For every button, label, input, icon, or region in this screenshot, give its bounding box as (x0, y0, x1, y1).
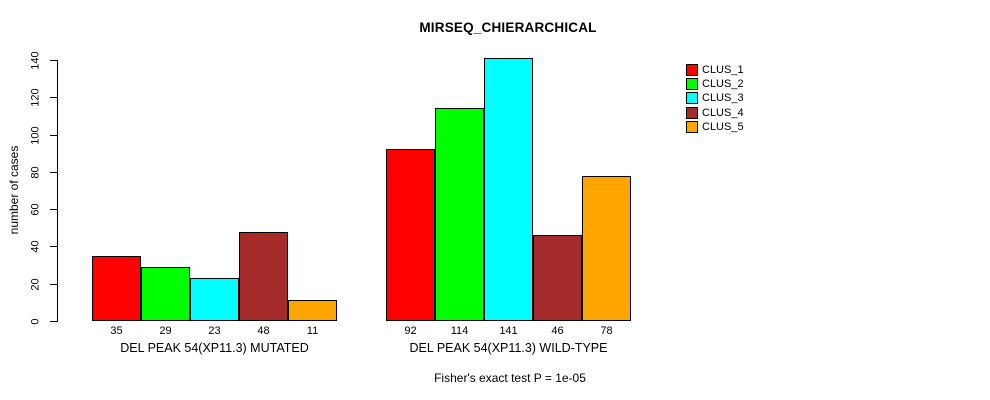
bar-value-label: 92 (404, 325, 417, 337)
legend-swatch-clus_2 (686, 78, 698, 91)
y-tick-label: 40 (29, 240, 42, 254)
legend-label: CLUS_2 (702, 78, 744, 91)
y-tick (50, 97, 57, 99)
group-label: DEL PEAK 54(XP11.3) MUTATED (120, 341, 309, 355)
legend-swatch-clus_5 (686, 120, 698, 133)
bar-clus_5-group1 (288, 300, 337, 321)
y-tick (50, 60, 57, 61)
bar-value-label: 46 (551, 325, 564, 337)
y-tick-label: 0 (29, 318, 42, 325)
y-tick-label: 80 (29, 166, 42, 179)
bar-clus_2-group1 (141, 266, 190, 321)
y-tick-label: 140 (29, 51, 42, 70)
bar-clus_2-group2 (435, 108, 484, 321)
group-label: DEL PEAK 54(XP11.3) WILD-TYPE (409, 341, 608, 355)
y-tick-label: 120 (29, 88, 42, 107)
bar-clus_1-group1 (92, 255, 141, 321)
y-tick (50, 321, 57, 322)
bar-value-label: 11 (306, 325, 319, 337)
y-tick (50, 209, 57, 211)
bar-clus_4-group1 (239, 231, 288, 321)
bar-value-label: 29 (159, 325, 172, 337)
bar-value-label: 114 (450, 325, 469, 337)
y-tick-label: 20 (29, 278, 42, 291)
legend-label: CLUS_3 (702, 92, 744, 105)
y-tick-label: 100 (29, 125, 42, 145)
bar-clus_5-group2 (582, 175, 631, 321)
legend-label: CLUS_5 (702, 120, 744, 133)
legend-swatch-clus_3 (686, 92, 698, 105)
bar-value-label: 78 (600, 325, 613, 337)
legend-label: CLUS_4 (702, 106, 744, 119)
bar-clus_3-group1 (190, 278, 239, 321)
y-axis-line (57, 60, 58, 322)
bar-clus_3-group2 (484, 58, 533, 321)
y-tick-label: 60 (29, 203, 42, 216)
bar-value-label: 141 (499, 325, 518, 337)
y-tick (50, 283, 57, 285)
y-tick (50, 134, 57, 136)
bar-value-label: 48 (257, 325, 270, 337)
bar-value-label: 23 (208, 325, 221, 337)
fisher-test-note: Fisher's exact test P = 1e-05 (434, 371, 586, 385)
y-tick (50, 246, 57, 248)
y-axis-label: number of cases (7, 145, 21, 235)
bar-value-label: 35 (110, 325, 123, 337)
bar-clus_1-group2 (386, 149, 435, 321)
y-tick (50, 171, 57, 173)
bar-clus_4-group2 (533, 235, 582, 321)
legend-label: CLUS_1 (702, 64, 744, 76)
legend-swatch-clus_1 (686, 64, 698, 76)
legend-swatch-clus_4 (686, 106, 698, 119)
chart-title: MIRSEQ_CHIERARCHICAL (419, 20, 597, 35)
